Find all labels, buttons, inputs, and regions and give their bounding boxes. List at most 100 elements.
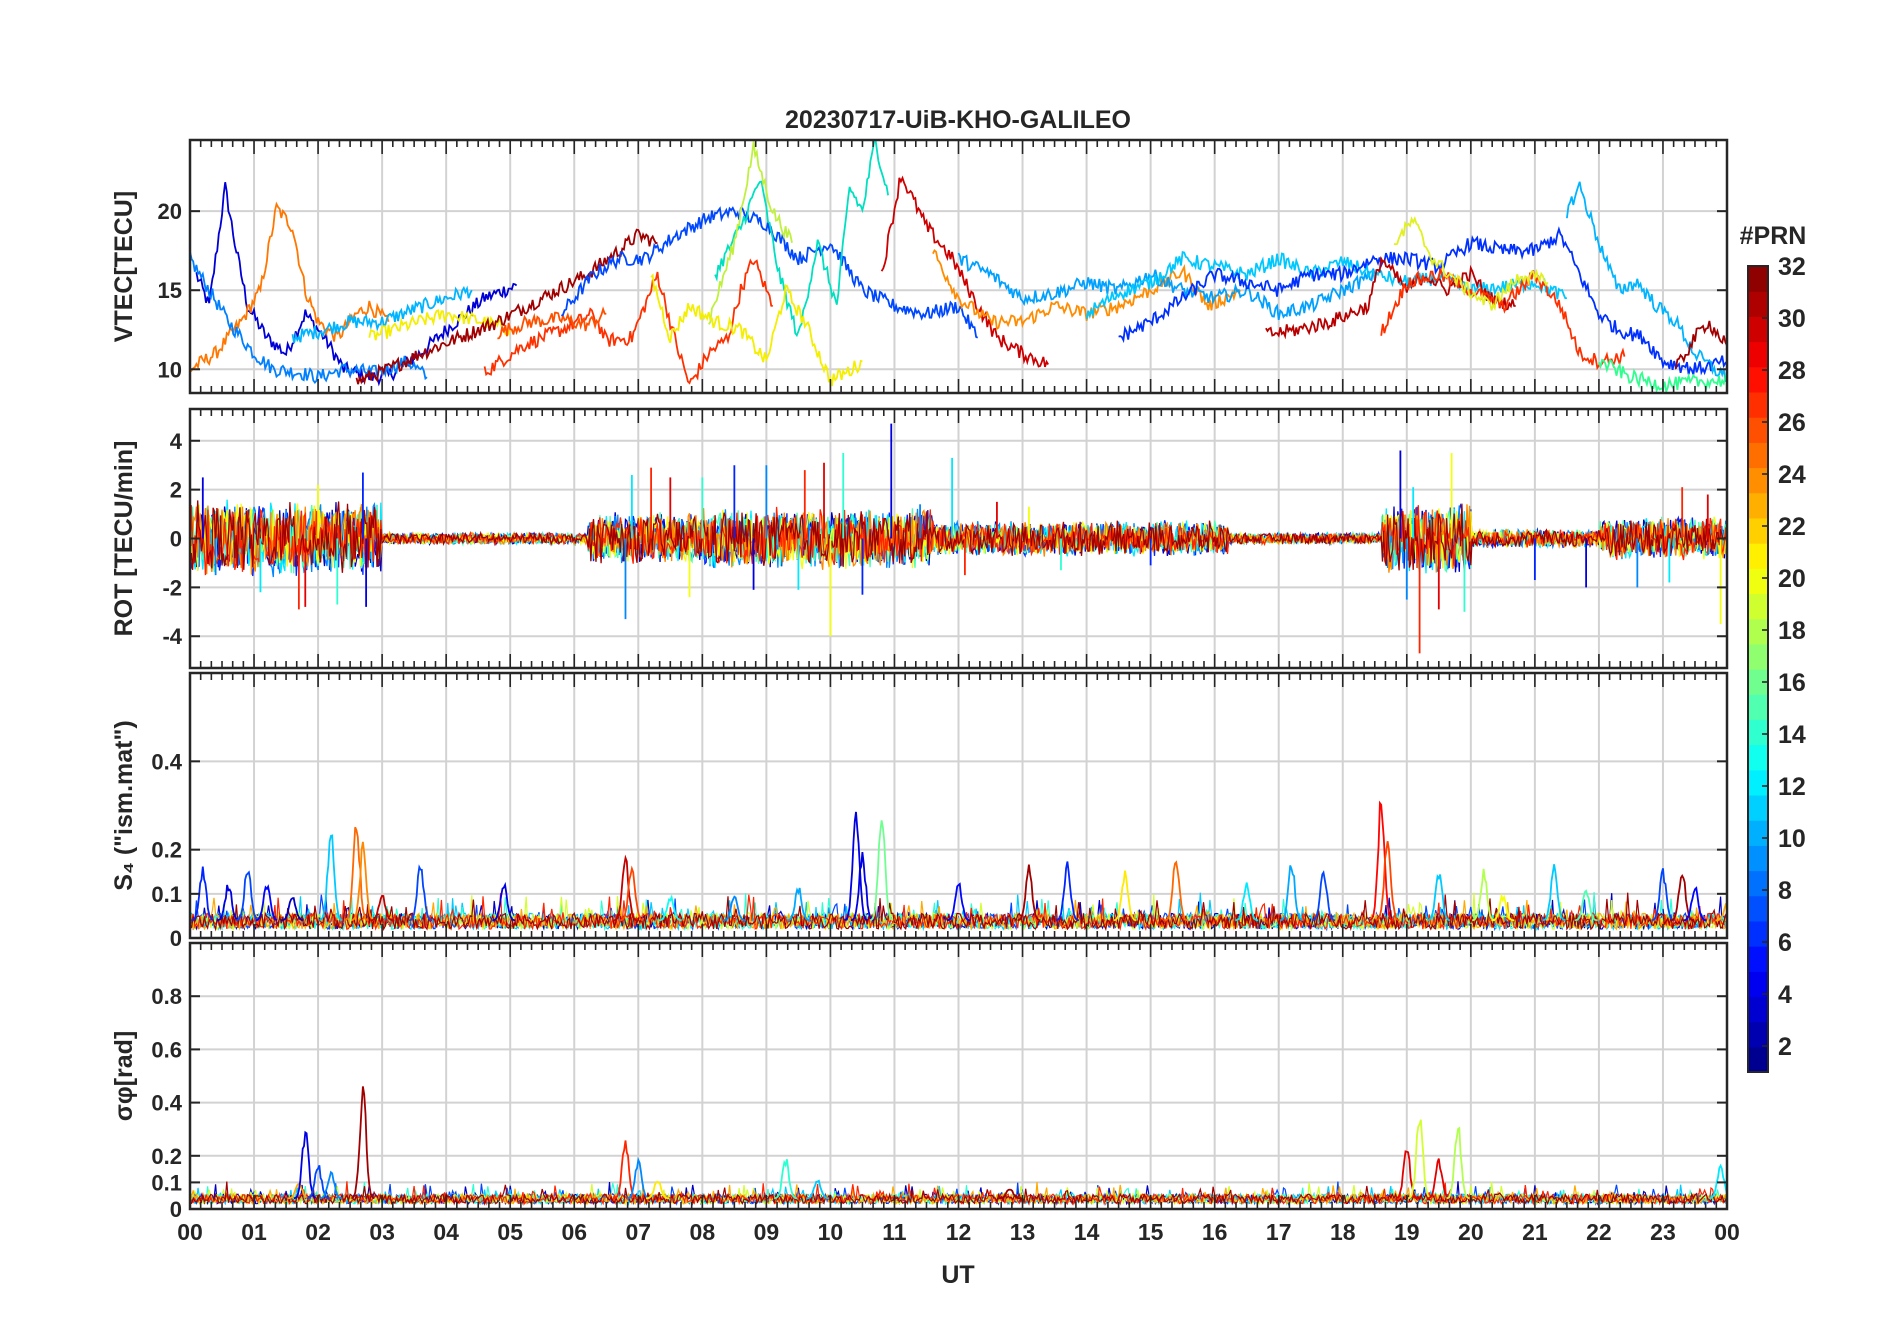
- colorbar-segment: [1748, 769, 1768, 796]
- colorbar-segment: [1748, 341, 1768, 368]
- x-tick-label: 22: [1586, 1219, 1612, 1245]
- x-minor-ticks: [189, 673, 1728, 938]
- s4-peak: [1715, 902, 1727, 922]
- x-tick-label: 05: [497, 1219, 523, 1245]
- s4-peak: [658, 894, 682, 922]
- s4-peak: [869, 820, 894, 922]
- colorbar-segment: [1748, 996, 1768, 1023]
- vtec-series-prn-23-13: [932, 248, 1242, 331]
- x-minor-ticks: [189, 943, 1728, 1209]
- s4-peak: [1491, 892, 1515, 922]
- y-axis-label-rot: ROT [TECU/min]: [110, 441, 138, 637]
- s4-peak: [1164, 860, 1189, 922]
- colorbar-segment: [1748, 366, 1768, 393]
- chart-title: 20230717-UiB-KHO-GALILEO: [785, 106, 1131, 134]
- x-tick-label: 01: [241, 1219, 267, 1245]
- vtec-series-prn-27-18: [1380, 268, 1626, 371]
- sigma_phi-peak: [626, 1156, 650, 1200]
- vtec-series-prn-27-6: [483, 258, 773, 385]
- y-tick-label: 4: [170, 429, 183, 454]
- colorbar-segment: [1748, 442, 1768, 469]
- s4-peak: [319, 834, 343, 922]
- colorbar-tick-label: 24: [1778, 461, 1806, 489]
- s4-peak: [722, 895, 746, 922]
- sigma_phi-peak: [806, 1179, 830, 1200]
- s4-peak: [613, 854, 638, 922]
- x-axis-label: UT: [941, 1261, 974, 1289]
- vtec-series-prn-31-5: [355, 228, 658, 386]
- vtec-series-prn-7-8: [560, 206, 979, 339]
- colorbar-segment: [1748, 895, 1768, 922]
- sigma_phi-peak: [773, 1159, 798, 1200]
- vtec-series-prn-26-7: [497, 306, 607, 340]
- colorbar-segment: [1748, 492, 1768, 519]
- colorbar-segment: [1748, 543, 1768, 569]
- s4-peak: [1683, 886, 1707, 922]
- colorbar-segment: [1748, 870, 1768, 897]
- s4-peak: [351, 841, 375, 922]
- colorbar-segment: [1748, 316, 1768, 343]
- s4-peak: [1670, 874, 1694, 922]
- y-tick-label: 0.6: [151, 1037, 182, 1062]
- colorbar-segment: [1748, 568, 1768, 595]
- s4-peak: [1427, 873, 1451, 922]
- colorbar-segment: [1748, 391, 1768, 418]
- sigma_phi-peak: [1395, 1150, 1419, 1200]
- y-tick-label: 20: [158, 199, 182, 224]
- panel-sigma_phi: 00.10.2 0.4 0.6 0.8 σφ[rad]: [110, 941, 1729, 1222]
- sigma_phi-peak: [1709, 1163, 1727, 1200]
- s4-peak: [946, 882, 971, 922]
- colorbar-segment: [1748, 593, 1768, 620]
- s4-peak: [1574, 889, 1598, 922]
- vtec-series-prn-31-22: [1674, 320, 1727, 370]
- x-tick-label: 04: [433, 1219, 459, 1245]
- colorbar-tick-label: 18: [1778, 617, 1806, 645]
- s4-peak: [786, 887, 810, 922]
- colorbar-tick-label: 4: [1778, 981, 1792, 1009]
- y-tick-label: 0: [170, 527, 182, 552]
- y-tick-label: 15: [158, 278, 182, 303]
- sigma_phi-peak: [613, 1140, 638, 1200]
- y-tick-label: 2: [170, 478, 182, 503]
- colorbar-label: #PRN: [1740, 222, 1807, 250]
- s4-peak: [235, 870, 259, 922]
- x-tick-label: 07: [625, 1219, 651, 1245]
- vtec-series-prn-11-3: [291, 285, 473, 344]
- x-tick-labels: 00 01 02 03 04 05 06 07 08 09 10 11 12 13 14 15 16 17 18 19…: [177, 1219, 1740, 1245]
- sigma_phi-peak: [1446, 1126, 1470, 1200]
- y-tick-label: -4: [162, 624, 182, 649]
- sigma_phi-peak: [998, 1188, 1022, 1200]
- s4-peak: [1651, 868, 1675, 922]
- x-tick-label: 10: [818, 1219, 844, 1245]
- s4-series-prn-23: [190, 897, 1727, 932]
- vtec-series-prn-19-19: [1393, 216, 1549, 311]
- y-tick-label: 0.4: [151, 749, 182, 774]
- colorbar-segment: [1748, 643, 1768, 670]
- series-group: [190, 140, 1727, 393]
- colorbar-segment: [1748, 946, 1768, 972]
- grid: [189, 943, 1728, 1210]
- colorbar-tick-label: 8: [1778, 877, 1792, 905]
- colorbar-segment: [1748, 719, 1768, 746]
- colorbar-tick-label: 22: [1778, 513, 1806, 541]
- x-tick-label: 16: [1202, 1219, 1228, 1245]
- colorbar-tick-label: 20: [1778, 565, 1806, 593]
- s4-peak: [844, 811, 868, 922]
- s4-peak: [1471, 868, 1496, 922]
- s4-peak: [492, 881, 516, 922]
- series-group: [190, 423, 1727, 654]
- colorbar-segment: [1748, 744, 1768, 771]
- y-axis-label-sigma_phi: σφ[rad]: [110, 1031, 138, 1122]
- x-minor-ticks: [189, 409, 1728, 668]
- colorbar-segment: [1748, 417, 1768, 443]
- colorbar-segment: [1748, 820, 1768, 846]
- y-tick-label: -2: [162, 575, 182, 600]
- x-tick-label: 20: [1458, 1219, 1484, 1245]
- colorbar-segment: [1748, 669, 1768, 695]
- panel-s4: 0 0.1 0.2 0.4 S₄ ("ism.mat"): [110, 671, 1729, 951]
- colorbar-segment: [1748, 920, 1768, 947]
- x-minor-ticks: [189, 140, 1728, 393]
- sigma_phi-peak: [287, 1182, 310, 1200]
